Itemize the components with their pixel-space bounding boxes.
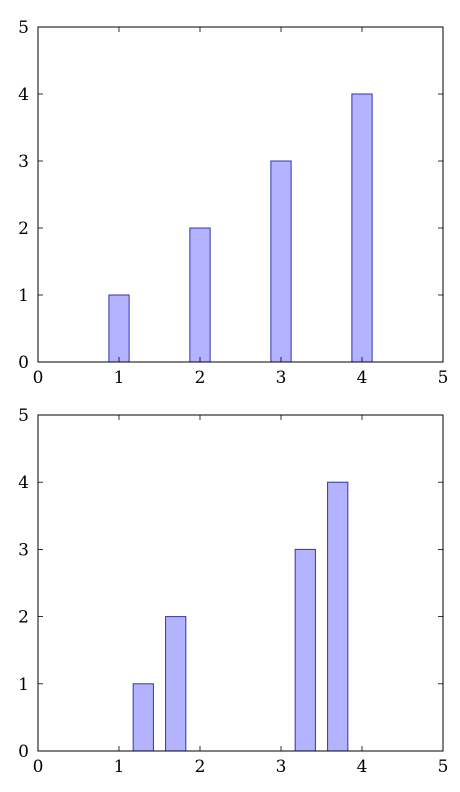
bar [327, 481, 349, 752]
y-tick-label: 1 [18, 675, 29, 695]
x-tick-label: 0 [33, 757, 44, 777]
chart-top: 0 1 2 3 4 5 0 1 2 3 4 5 [18, 18, 448, 388]
bar [351, 93, 373, 363]
x-tick-label: 3 [276, 757, 287, 777]
y-tick-label: 0 [18, 742, 29, 762]
y-tick-label: 3 [18, 540, 29, 560]
y-tick-label: 4 [18, 473, 29, 493]
x-tick-label: 0 [33, 368, 44, 388]
y-tick-label: 2 [18, 608, 29, 628]
x-tick-label: 4 [357, 368, 368, 388]
x-tick-label: 4 [357, 757, 368, 777]
y-tick-label: 4 [18, 85, 29, 105]
bar [294, 548, 316, 752]
x-tick-label: 2 [195, 757, 206, 777]
y-tick-label: 5 [18, 18, 29, 38]
bar [270, 160, 292, 363]
y-tick-label: 2 [18, 219, 29, 239]
y-tick-label: 5 [18, 406, 29, 426]
chart-bottom: 0 1 2 3 4 5 0 1 2 3 4 5 [18, 406, 448, 777]
y-tick-label: 3 [18, 152, 29, 172]
x-tick-label: 1 [114, 368, 125, 388]
x-tick-label: 1 [114, 757, 125, 777]
bar [132, 683, 154, 752]
bar [108, 294, 130, 363]
bar [165, 616, 187, 752]
x-tick-label: 2 [195, 368, 206, 388]
x-tick-label: 3 [276, 368, 287, 388]
x-tick-label: 5 [438, 757, 449, 777]
plot-frame [37, 414, 444, 752]
y-tick-label: 0 [18, 353, 29, 373]
plot-frame [37, 26, 444, 363]
bar [189, 227, 211, 363]
x-tick-label: 5 [438, 368, 449, 388]
y-tick-label: 1 [18, 286, 29, 306]
